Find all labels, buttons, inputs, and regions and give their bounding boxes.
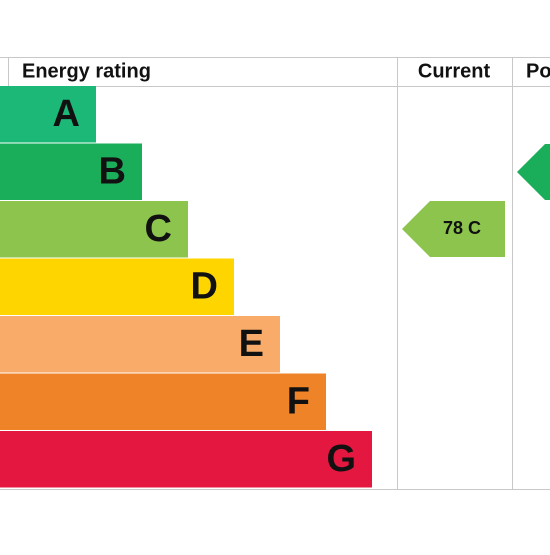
header-current: Current — [418, 60, 491, 82]
header-rating: Energy rating — [22, 60, 151, 82]
potential-arrow — [517, 144, 550, 200]
band-letter: D — [191, 265, 218, 307]
band — [0, 316, 280, 373]
band-letter: C — [145, 208, 172, 250]
band-letter: E — [239, 323, 264, 365]
band — [0, 201, 188, 258]
current-arrow — [402, 201, 505, 257]
current-label: 78 C — [443, 218, 481, 238]
band — [0, 143, 142, 200]
band — [0, 373, 326, 430]
band — [0, 258, 234, 315]
header-potential: Po — [526, 60, 550, 82]
band-letter: G — [326, 438, 356, 480]
band-letter: F — [287, 380, 310, 422]
band — [0, 86, 96, 143]
band-letter: B — [99, 150, 126, 192]
band — [0, 431, 372, 488]
band-letter: A — [53, 93, 80, 135]
